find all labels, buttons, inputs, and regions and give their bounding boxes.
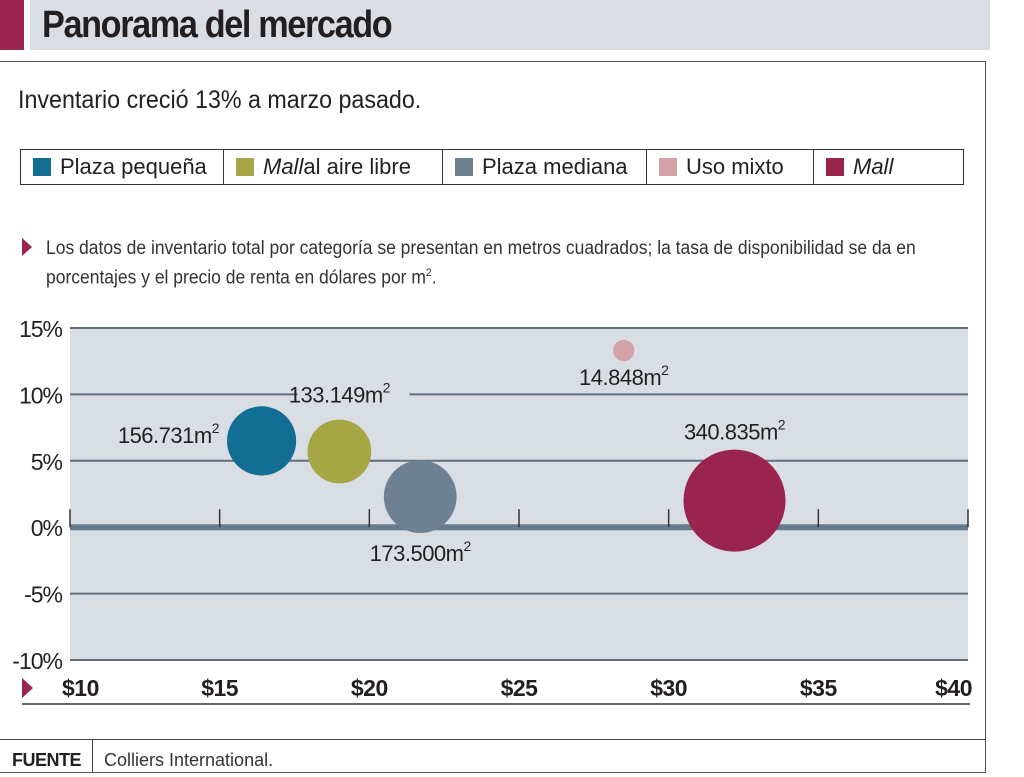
bubble-label-sup: 2 [778,417,786,433]
legend-label-italic: Mall [853,154,894,179]
bubble-label: 156.731m2 [118,420,220,448]
x-tick-label: $40 [935,675,972,701]
legend-label-italic: Mall [263,154,304,179]
x-tick-label: $30 [650,675,687,701]
legend: Plaza pequeña Mall al aire libre Plaza m… [20,149,964,185]
y-tick-label: 10% [19,382,63,408]
chart-note: Los datos de inventario total por catego… [46,236,966,290]
bubble-label-sup: 2 [212,420,220,436]
legend-swatch [659,158,677,176]
legend-label: Plaza mediana [482,154,628,179]
y-tick-label: -10% [12,648,62,674]
x-axis-arrow-icon [22,678,33,698]
chart-frame [0,61,986,773]
legend-label: al aire libre [303,154,411,179]
x-tick-label: $25 [501,675,539,701]
legend-swatch [236,158,254,176]
bubble-label: 133.149m2 [289,379,391,407]
x-tick-label: $15 [201,675,239,701]
footer-divider [0,739,986,740]
bubble-label-sup: 2 [661,362,669,378]
note-end: . [431,267,437,289]
bubble-uso-mixto [613,339,635,362]
legend-item-uso-mixto: Uso mixto [647,150,814,184]
bubble-chart: 15%10%5%0%-5%-10% $10 $15 $20 $25 $30 $35 $40 … [12,316,973,705]
label-gap [297,382,410,407]
legend-item-mall-aire-libre: Mall al aire libre [224,150,443,184]
chart-subtitle: Inventario creció 13% a marzo pasado. [18,86,422,114]
plot-background [70,328,968,660]
y-tick-label: 5% [31,449,63,475]
bubble-label-sup: 2 [383,379,391,395]
legend-item-plaza-mediana: Plaza mediana [443,150,647,184]
legend-label: Uso mixto [686,154,784,179]
header: Panorama del mercado [0,0,990,50]
x-tick-label: $35 [800,675,838,701]
bubble-label: 340.835m2 [684,417,786,445]
x-tick-label: $10 [62,675,99,701]
bubble-mall-al-aire-libre [307,419,372,484]
bubble-mall [683,449,786,552]
y-tick-label: 0% [31,515,63,541]
bubble-label: 14.848m2 [579,362,669,390]
title-background [30,0,990,50]
note-sup: 2 [425,267,432,279]
y-tick-label: -5% [24,582,62,608]
legend-label: Plaza pequeña [60,154,207,179]
bubble-label-sup: 2 [464,538,472,554]
y-tick-label: 15% [19,316,63,342]
source-text: Colliers International. [104,750,274,770]
legend-item-plaza-pequena: Plaza pequeña [21,150,224,184]
note-text: Los datos de inventario total por catego… [46,238,916,289]
bubble-plaza-pequena [226,406,297,476]
bubble-label: 173.500m2 [370,538,472,566]
bubble-plaza-mediana [383,460,457,534]
title-accent-bar [0,0,24,50]
legend-item-mall: Mall [814,150,963,184]
page-title: Panorama del mercado [42,4,393,46]
legend-swatch [455,158,473,176]
legend-swatch [826,158,844,176]
note-arrow-icon [22,238,32,256]
x-tick-label: $20 [351,675,388,701]
source-label: FUENTE [12,750,82,770]
source-divider [92,740,93,773]
legend-swatch [33,158,51,176]
